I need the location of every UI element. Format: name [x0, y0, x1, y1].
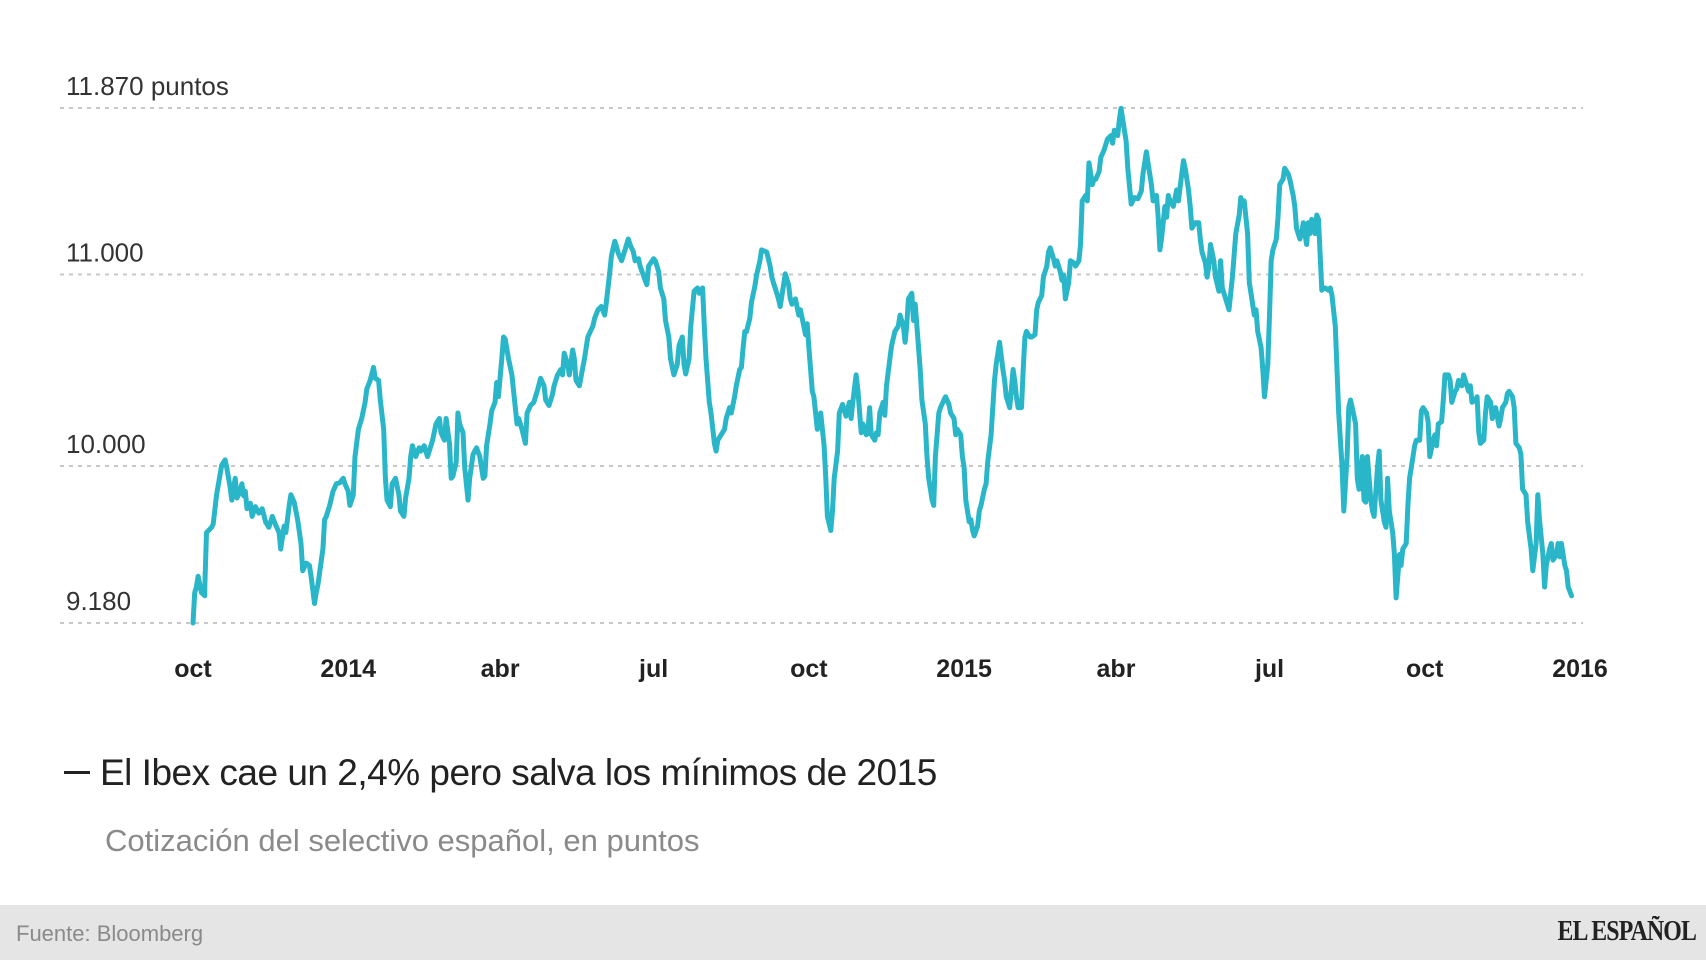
brand-logo: EL ESPAÑOL [1557, 916, 1696, 947]
y-tick-label: 10.000 [66, 429, 146, 459]
y-tick-label: 11.000 [66, 238, 144, 268]
x-axis-labels: oct 2014 abr jul oct 2015 abr jul oct 2016 [174, 655, 1608, 683]
chart-title-text: El Ibex cae un 2,4% pero salva los mínim… [100, 752, 937, 793]
x-tick-label: 2014 [320, 655, 376, 683]
line-chart: 11.870 puntos 11.000 10.000 9.180 oct 2014 ab… [60, 71, 1608, 683]
x-tick-label: abr [481, 655, 520, 683]
chart-subtitle: Cotización del selectivo español, en pun… [105, 823, 700, 858]
y-tick-label: 11.870 puntos [66, 71, 229, 101]
x-tick-label: oct [790, 655, 828, 683]
x-tick-label: 2016 [1552, 655, 1608, 683]
x-tick-label: oct [1406, 655, 1444, 683]
legend-dash-icon [64, 770, 90, 774]
y-tick-label: 9.180 [66, 586, 131, 616]
chart-title: El Ibex cae un 2,4% pero salva los mínim… [64, 752, 937, 794]
source-note: Fuente: Bloomberg [16, 921, 204, 946]
x-tick-label: 2015 [936, 655, 992, 683]
gridlines [60, 107, 1583, 624]
y-axis-labels: 11.870 puntos 11.000 10.000 9.180 [66, 71, 229, 616]
x-tick-label: oct [174, 655, 212, 683]
x-tick-label: jul [1254, 655, 1284, 683]
footer-bar: Fuente: Bloomberg EL ESPAÑOL [0, 905, 1706, 960]
series-line-ibex [190, 105, 1575, 626]
x-tick-label: abr [1097, 655, 1136, 683]
x-tick-label: jul [638, 655, 668, 683]
